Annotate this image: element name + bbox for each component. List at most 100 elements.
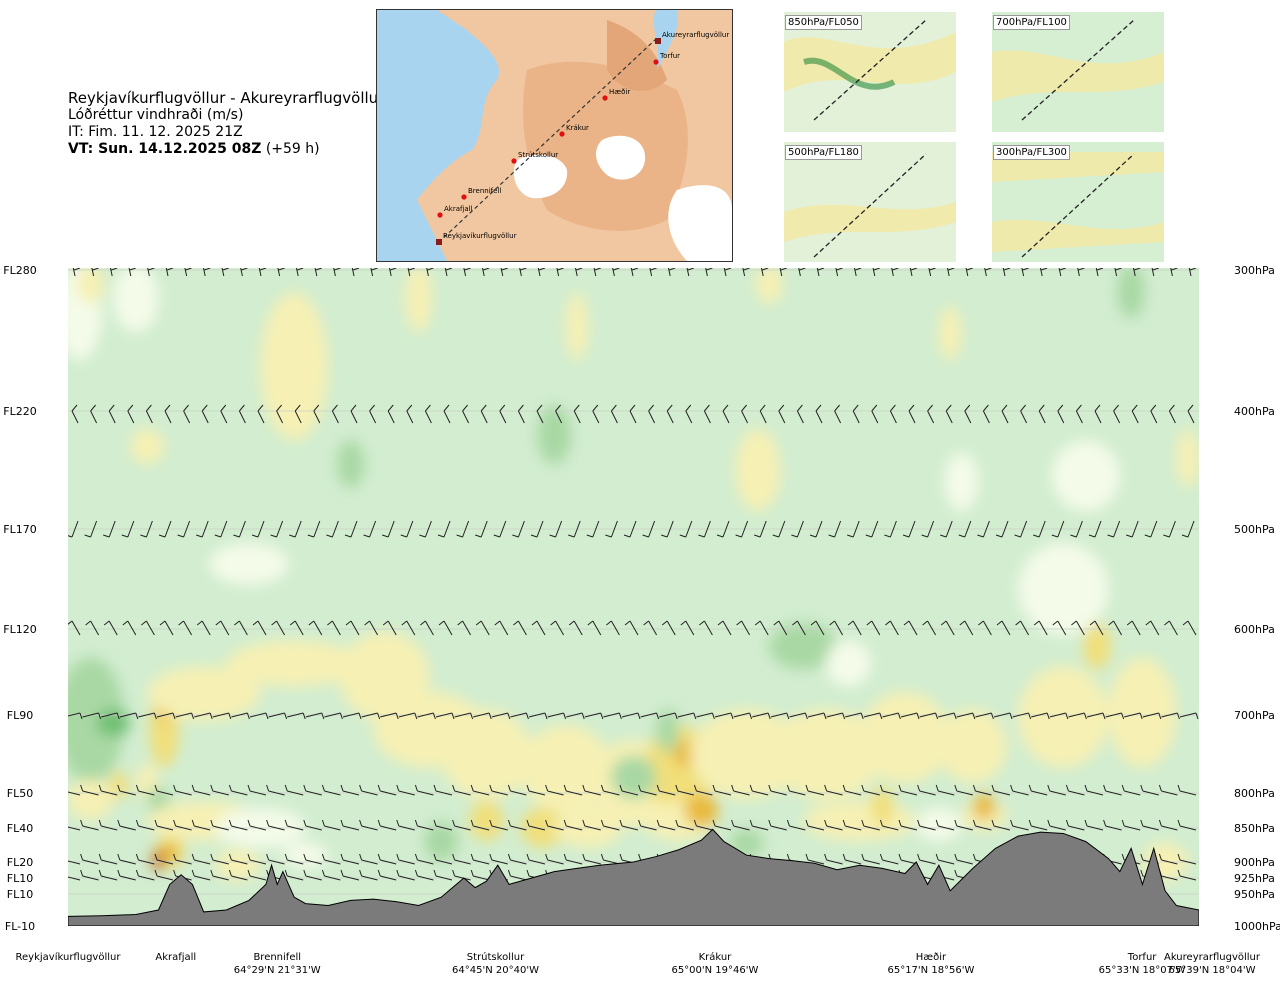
wind-barb [1164,620,1178,636]
wind-barb [699,620,713,636]
wind-barb [847,520,860,538]
wind-barb [1033,620,1048,636]
flight-level-label: FL90 [7,709,33,722]
wind-barb [135,819,155,831]
wind-barb [512,520,525,538]
wind-barb [1002,268,1011,277]
wind-barb [489,819,508,831]
wind-barb [414,869,434,881]
wind-barb [991,784,1011,796]
wind-barb [326,520,339,538]
wind-barb [754,620,769,636]
wind-barb [991,819,1011,831]
wind-barb [1047,819,1066,831]
wind-barb [954,784,973,796]
wind-barb [768,784,787,796]
wind-barb [156,712,176,720]
pressure-level-label: 925hPa [1234,872,1275,885]
wind-barb [791,520,804,538]
wind-barb [210,784,229,796]
wind-barb [437,520,451,538]
wind-barb [452,784,471,796]
wind-barb [340,784,360,796]
wind-barb [619,819,639,831]
wind-barb [1177,853,1197,865]
wind-barb [108,404,116,424]
wind-barb [71,404,79,424]
wind-barb [470,784,490,796]
wind-barb [117,869,136,881]
wind-barb [834,404,842,424]
wind-barb [909,268,918,277]
wind-barb [426,268,434,277]
airport-marker [655,38,661,44]
wind-barb [537,268,546,277]
wind-barb [457,620,472,636]
wind-barb [177,520,191,538]
chart-header: Reykjavíkurflugvöllur - Akureyrarflugvöl… [68,90,384,158]
wind-barb [517,404,525,424]
wind-barb [847,620,862,636]
wind-barb [582,784,601,796]
wind-barb [249,712,269,720]
wind-barb [221,268,229,277]
wind-barb [606,620,620,636]
wind-barb [675,819,694,831]
wind-barb [733,712,753,720]
wind-barb [1158,784,1178,796]
wind-barb [191,869,211,881]
wind-barb [555,404,563,424]
wind-barb [140,520,153,538]
valid-time-offset: (+59 h) [265,141,320,157]
flight-level-label: FL170 [3,523,36,536]
wind-barb [424,404,432,424]
wind-barb [680,620,695,636]
wind-barb [303,819,322,831]
route-point-label: Torfur [659,52,680,60]
wind-barb [122,620,137,636]
wind-barb [321,784,341,796]
wind-barb [454,712,474,720]
wind-barb [344,520,358,538]
wind-barb [252,620,267,636]
wind-barb [621,712,641,720]
wind-barb [752,712,771,720]
wind-barb [220,404,228,424]
wind-barb [882,712,901,720]
wind-barb [917,784,936,796]
route-point-label: Hæðir [609,88,630,96]
wind-barb [600,819,620,831]
wind-barb [1140,784,1159,796]
waypoint-marker [602,95,608,101]
wind-barb [1103,784,1122,796]
wind-barb [659,712,678,720]
wind-barb [679,520,693,538]
wind-barb [1187,404,1195,424]
wind-barb [824,853,843,865]
route-point-label: Brennifell [468,187,501,195]
wind-barb [401,620,416,636]
wind-barb [853,268,862,277]
waypoint-name: Reykjavíkurflugvöllur [16,951,122,963]
wind-barb [295,268,304,277]
wind-barb [1131,404,1139,424]
wind-barb [247,869,267,881]
wind-barb [303,853,322,865]
wind-barb [1033,520,1046,538]
wind-barb [1121,819,1141,831]
wind-barb [921,520,935,538]
wind-barb [885,620,899,636]
wind-barb [234,620,248,636]
wind-barb [351,268,360,277]
wind-barb [1145,620,1160,636]
wind-barb [117,784,136,796]
wind-barb [183,404,191,424]
wind-barb [903,620,918,636]
wind-barb [1001,404,1009,424]
wind-barb [507,819,527,831]
wind-barb [212,712,232,720]
wind-barb [630,268,639,277]
waypoint-coord: 65°39'N 18°04'W [1169,965,1256,976]
wind-barb [1065,784,1085,796]
